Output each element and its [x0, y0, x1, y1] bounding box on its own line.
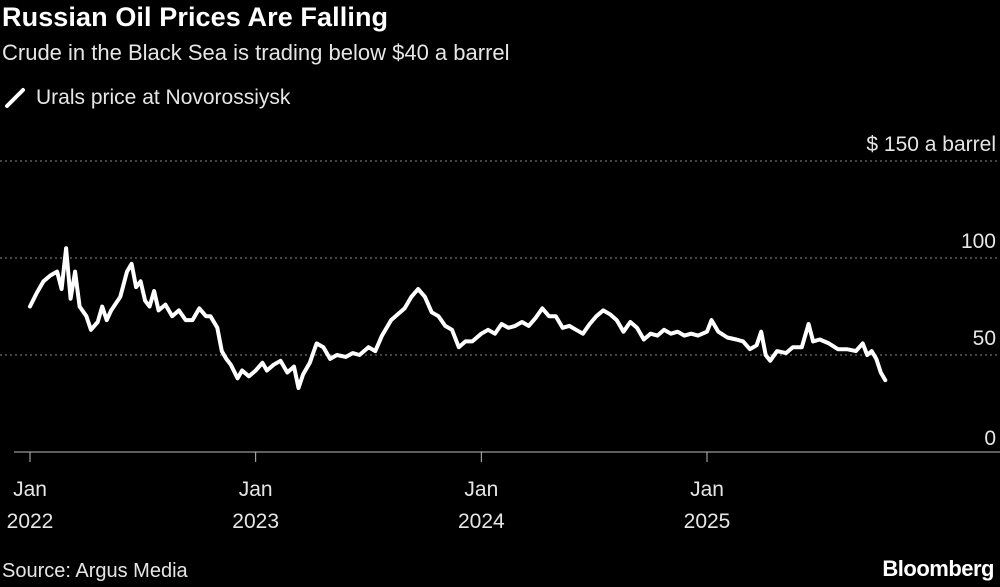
x-tick-label-month: Jan: [464, 478, 498, 501]
bloomberg-logo: Bloomberg: [882, 556, 994, 581]
source-note: Source: Argus Media: [2, 560, 188, 582]
legend-label: Urals price at Novorossiysk: [36, 86, 291, 109]
legend: Urals price at Novorossiysk: [4, 86, 290, 110]
y-tick-label: $ 150 a barrel: [866, 133, 996, 156]
chart-title: Russian Oil Prices Are Falling: [2, 2, 389, 32]
x-tick-label-year: 2024: [458, 510, 505, 533]
legend-line-icon: [5, 88, 25, 108]
series-line-urals: [28, 246, 888, 390]
x-axis-ticks: Jan 2022 Jan 2023 Jan 2024 Jan 2025: [7, 452, 731, 533]
x-tick-label-year: 2023: [232, 510, 279, 533]
x-tick-label-month: Jan: [690, 478, 724, 501]
grid-lines: [0, 160, 1000, 356]
x-tick-label-year: 2025: [684, 510, 731, 533]
x-tick-label-month: Jan: [13, 478, 47, 501]
x-tick-label-year: 2022: [7, 510, 54, 533]
x-tick-label-month: Jan: [239, 478, 273, 501]
y-tick-label: 100: [961, 230, 996, 253]
y-axis-labels: $ 150 a barrel 100 50 0: [866, 133, 996, 450]
chart-subtitle: Crude in the Black Sea is trading below …: [2, 40, 510, 65]
y-tick-label: 50: [973, 327, 996, 350]
y-tick-label: 0: [984, 427, 996, 450]
